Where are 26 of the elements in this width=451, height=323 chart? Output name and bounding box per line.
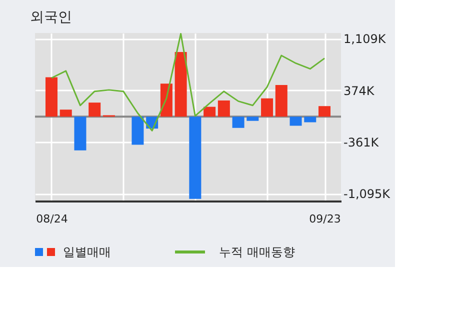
bar: [290, 116, 302, 126]
bar: [318, 106, 331, 117]
y-tick-label: -361K: [344, 136, 380, 150]
bar: [45, 77, 58, 117]
bar: [232, 116, 244, 128]
x-tick-label: 09/23: [309, 212, 341, 226]
bar: [132, 116, 144, 145]
chart-title: 외국인: [30, 10, 72, 26]
y-tick-label: 374K: [344, 84, 376, 98]
y-tick-label: -1,095K: [344, 187, 392, 202]
x-tick-label: 08/24: [36, 212, 68, 226]
legend-label: 누적 매매동향: [219, 245, 295, 259]
bar: [189, 116, 202, 199]
legend-label: 일별매매: [63, 245, 111, 259]
bar: [304, 116, 316, 122]
bar: [88, 102, 101, 117]
y-tick-label: 1,109K: [344, 32, 387, 46]
bar: [204, 106, 216, 117]
bar: [74, 116, 86, 150]
bar: [174, 52, 187, 117]
bar: [275, 85, 288, 117]
bar: [60, 110, 72, 117]
bar: [261, 98, 274, 117]
bar: [246, 116, 259, 121]
line-series: [50, 32, 326, 132]
bar: [218, 100, 230, 117]
